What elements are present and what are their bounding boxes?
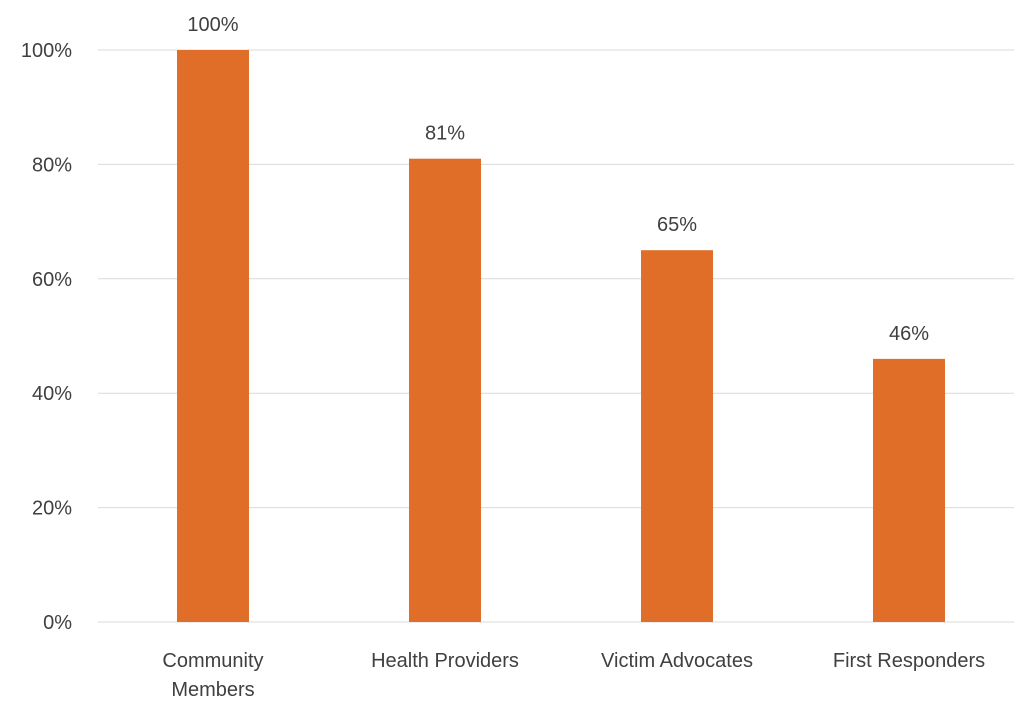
y-tick-label: 0%	[43, 612, 72, 634]
bar	[409, 158, 481, 622]
y-tick-label: 40%	[32, 383, 72, 405]
gridlines	[98, 49, 1014, 623]
data-labels: 100% 81% 65% 46%	[187, 14, 929, 345]
data-label: 65%	[657, 214, 697, 236]
y-tick-label: 100%	[21, 40, 72, 62]
y-axis-tick-labels: 0% 20% 40% 60% 80% 100%	[21, 40, 72, 634]
category-label: Health Providers	[371, 650, 519, 672]
category-labels: Community Members Health Providers Victim A…	[162, 650, 985, 701]
bar	[641, 250, 713, 622]
category-label: Victim Advocates	[601, 650, 753, 672]
y-tick-label: 20%	[32, 498, 72, 520]
y-tick-label: 60%	[32, 269, 72, 291]
bars	[177, 50, 945, 622]
category-label: First Responders	[833, 650, 985, 672]
data-label: 81%	[425, 123, 465, 145]
data-label: 100%	[187, 14, 238, 36]
y-tick-label: 80%	[32, 154, 72, 176]
category-label: Members	[171, 679, 254, 701]
data-label: 46%	[889, 323, 929, 345]
bar	[177, 50, 249, 622]
category-label: Community	[162, 650, 263, 672]
bar	[873, 358, 945, 622]
